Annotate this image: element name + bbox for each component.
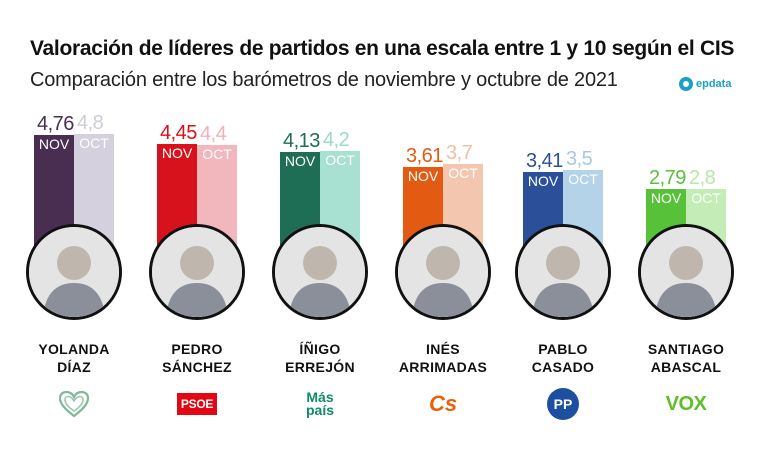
value-label-oct-3: 4,2: [323, 128, 350, 151]
vox-logo-text: VOX: [665, 392, 707, 415]
person-icon: [398, 227, 488, 317]
value-label-nov-5: 3,41: [526, 150, 563, 173]
chart-subtitle: Comparación entre los barómetros de novi…: [30, 69, 618, 91]
leader-name-2: PEDRO SÁNCHEZ: [162, 341, 232, 375]
psoe-logo-text: PSOE: [176, 393, 218, 415]
value-label-oct-4: 3,7: [446, 142, 473, 165]
person-icon: [641, 227, 731, 317]
month-label-oct-3: OCT: [325, 151, 355, 168]
value-label-nov-3: 4,13: [283, 130, 320, 153]
mas-pais-logo-text: Más país: [305, 389, 334, 418]
month-label-oct-1: OCT: [79, 135, 109, 151]
leader-name-4: INÉS ARRIMADAS: [398, 341, 488, 375]
pp-logo: PP: [533, 388, 593, 420]
person-icon: [29, 227, 119, 317]
sumar-heart-icon: [44, 388, 104, 420]
month-label-nov-1: NOV: [38, 136, 70, 153]
month-label-nov-4: NOV: [407, 167, 439, 184]
leader-photo-2: [149, 224, 245, 320]
leader-name-5: PABLO CASADO: [531, 341, 595, 375]
leader-photo-1: [26, 224, 122, 320]
leader-name-3: ÍÑIGO ERREJÓN: [285, 341, 355, 375]
cs-logo-text: Cs: [428, 391, 458, 416]
leader-name-6: SANTIAGO ABASCAL: [647, 341, 725, 375]
value-label-oct-6: 2,8: [689, 167, 716, 189]
epdata-icon: [679, 77, 693, 91]
month-label-nov-2: NOV: [161, 144, 193, 161]
month-label-oct-2: OCT: [202, 146, 232, 162]
value-label-nov-2: 4,45: [160, 121, 197, 144]
pp-logo-text: PP: [547, 388, 579, 420]
person-icon: [275, 227, 365, 317]
month-label-nov-5: NOV: [527, 173, 559, 190]
brand-name: epdata: [696, 78, 732, 90]
cs-logo: Cs: [413, 388, 473, 420]
vox-logo: VOX: [656, 388, 716, 420]
chart-title: Valoración de líderes de partidos en una…: [30, 37, 735, 60]
month-label-nov-6: NOV: [650, 190, 682, 207]
value-label-nov-1: 4,76: [37, 113, 74, 136]
month-label-oct-4: OCT: [448, 165, 478, 182]
leader-name-1: YOLANDA DÍAZ: [38, 341, 110, 375]
leader-photo-5: [515, 224, 611, 320]
value-label-nov-6: 2,79: [649, 167, 686, 190]
leader-photo-6: [638, 224, 734, 320]
brand-logo: epdata: [679, 77, 731, 91]
mas-pais-logo: Más país: [290, 388, 350, 420]
month-label-nov-3: NOV: [284, 153, 316, 170]
person-icon: [518, 227, 608, 317]
person-icon: [152, 227, 242, 317]
month-label-oct-5: OCT: [568, 170, 598, 187]
psoe-logo: PSOE: [167, 388, 227, 420]
value-label-oct-5: 3,5: [566, 147, 593, 170]
value-label-oct-2: 4,4: [200, 123, 227, 145]
value-label-oct-1: 4,8: [77, 112, 104, 134]
leader-photo-4: [395, 224, 491, 320]
value-label-nov-4: 3,61: [406, 144, 443, 167]
heart-icon: [58, 390, 90, 418]
month-label-oct-6: OCT: [691, 190, 721, 206]
leader-photo-3: [272, 224, 368, 320]
